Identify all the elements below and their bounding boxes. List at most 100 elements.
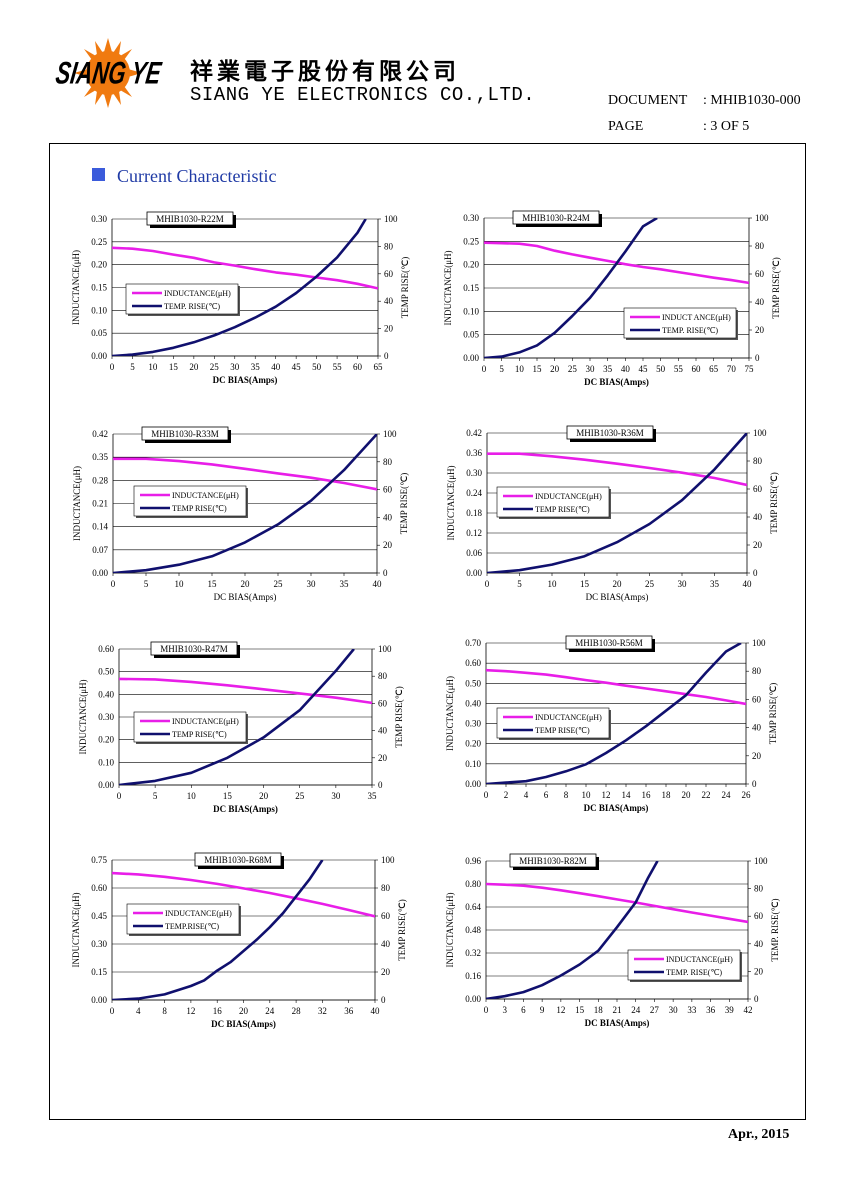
y-tick-label: 0.32 [465,948,481,958]
y-tick-label: 0.00 [91,995,107,1005]
x-tick-label: 65 [374,362,384,372]
y-axis-label: INDUCTANCE(μH) [71,250,81,325]
inductance-series-line [112,871,375,918]
y2-tick-label: 20 [753,540,763,550]
x-tick-label: 24 [265,1006,275,1016]
x-tick-label: 33 [687,1005,697,1015]
y-tick-label: 0.20 [463,260,479,270]
y2-axis-label: TEMP. RISE(℃) [770,898,780,961]
x-tick-label: 20 [682,790,692,800]
title-box [565,635,653,650]
title-box [141,426,229,441]
x-tick-label: 40 [271,362,281,372]
y-tick-label: 0.60 [98,644,114,654]
legend-box [496,486,610,518]
x-tick-label: 26 [742,790,752,800]
y-tick-label: 0.30 [91,214,107,224]
y2-tick-label: 0 [378,780,383,790]
y-tick-label: 0.40 [98,689,114,699]
legend-box [623,307,737,339]
y2-axis-label: TEMP RISE(℃) [400,257,410,319]
y2-tick-label: 40 [752,723,762,733]
title-box [509,853,597,868]
y2-tick-label: 60 [755,269,765,279]
x-tick-label: 12 [602,790,611,800]
y-tick-label: 0.20 [98,735,114,745]
y2-tick-label: 100 [755,213,769,223]
page-value: : 3 OF 5 [703,119,750,134]
legend-temp-label: TEMP.RISE(℃) [165,922,219,931]
x-tick-label: 12 [186,1006,195,1016]
y2-tick-label: 40 [383,512,393,522]
legend-temp-label: TEMP RISE(℃) [172,504,227,513]
title-box [194,852,282,867]
y-axis-label: INDUCTANCE(μH) [71,892,81,967]
y-tick-label: 0.12 [466,528,482,538]
y-tick-label: 0.07 [92,545,108,555]
x-tick-label: 45 [292,362,302,372]
page-label: PAGE [608,119,644,134]
y2-axis-label: TEMP RISE(℃) [397,899,407,961]
x-tick-label: 30 [331,791,341,801]
x-tick-label: 40 [373,579,383,589]
y2-tick-label: 40 [754,939,764,949]
inductance-series-line [119,677,372,705]
x-tick-label: 50 [656,364,666,374]
x-tick-label: 10 [148,362,158,372]
content-frame [49,143,806,1120]
y2-tick-label: 20 [384,324,394,334]
y2-tick-label: 60 [381,911,391,921]
y-tick-label: 0.00 [465,994,481,1004]
y2-tick-label: 20 [383,540,393,550]
y2-tick-label: 40 [381,939,391,949]
y2-tick-label: 40 [384,296,394,306]
temp-rise-series-line [112,860,324,1000]
x-tick-label: 50 [312,362,322,372]
y-axis-label: INDUCTANCE(μH) [445,676,455,751]
y-tick-label: 0.50 [465,678,481,688]
page-info: PAGE : 3 OF 5 [608,119,749,135]
y-tick-label: 0.14 [92,522,108,532]
y2-tick-label: 60 [753,484,763,494]
y-tick-label: 0.80 [465,879,481,889]
x-tick-label: 6 [521,1005,526,1015]
x-tick-label: 20 [550,364,560,374]
y2-tick-label: 60 [754,911,764,921]
title-box [146,211,234,226]
x-axis-label: DC BIAS(Amps) [211,1019,276,1029]
x-tick-label: 12 [556,1005,565,1015]
company-name-chinese: 祥業電子股份有限公司 [190,59,460,85]
legend-temp-label: TEMP RISE(℃) [535,726,590,735]
series-group [484,218,749,358]
y-tick-label: 0.10 [463,306,479,316]
temp-rise-series-line [113,434,377,573]
y2-tick-label: 20 [381,967,391,977]
inductance-series-line [486,668,746,706]
y2-tick-label: 100 [384,214,398,224]
x-tick-label: 9 [540,1005,545,1015]
x-axis-label: DC BIAS(Amps) [213,375,278,385]
legend-inductance-label: INDUCTANCE(μH) [165,909,232,918]
x-tick-label: 0 [110,362,115,372]
y2-tick-label: 80 [383,457,393,467]
x-tick-label: 35 [368,791,378,801]
chart-title: MHIB1030-R68M [204,855,272,865]
legend-inductance-label: INDUCTANCE(μH) [666,955,733,964]
x-tick-label: 10 [175,579,185,589]
y2-axis-label: TEMP RISE(℃) [771,257,781,319]
x-tick-label: 16 [642,790,652,800]
y-tick-label: 0.45 [91,911,107,921]
x-tick-label: 24 [631,1005,641,1015]
x-tick-label: 3 [502,1005,507,1015]
x-tick-label: 28 [292,1006,302,1016]
x-tick-label: 0 [110,1006,115,1016]
y2-tick-label: 60 [378,698,388,708]
y-tick-label: 0.30 [465,719,481,729]
series-group [486,643,746,784]
y-tick-label: 0.40 [465,698,481,708]
y2-tick-label: 20 [754,966,764,976]
y2-tick-label: 40 [378,726,388,736]
